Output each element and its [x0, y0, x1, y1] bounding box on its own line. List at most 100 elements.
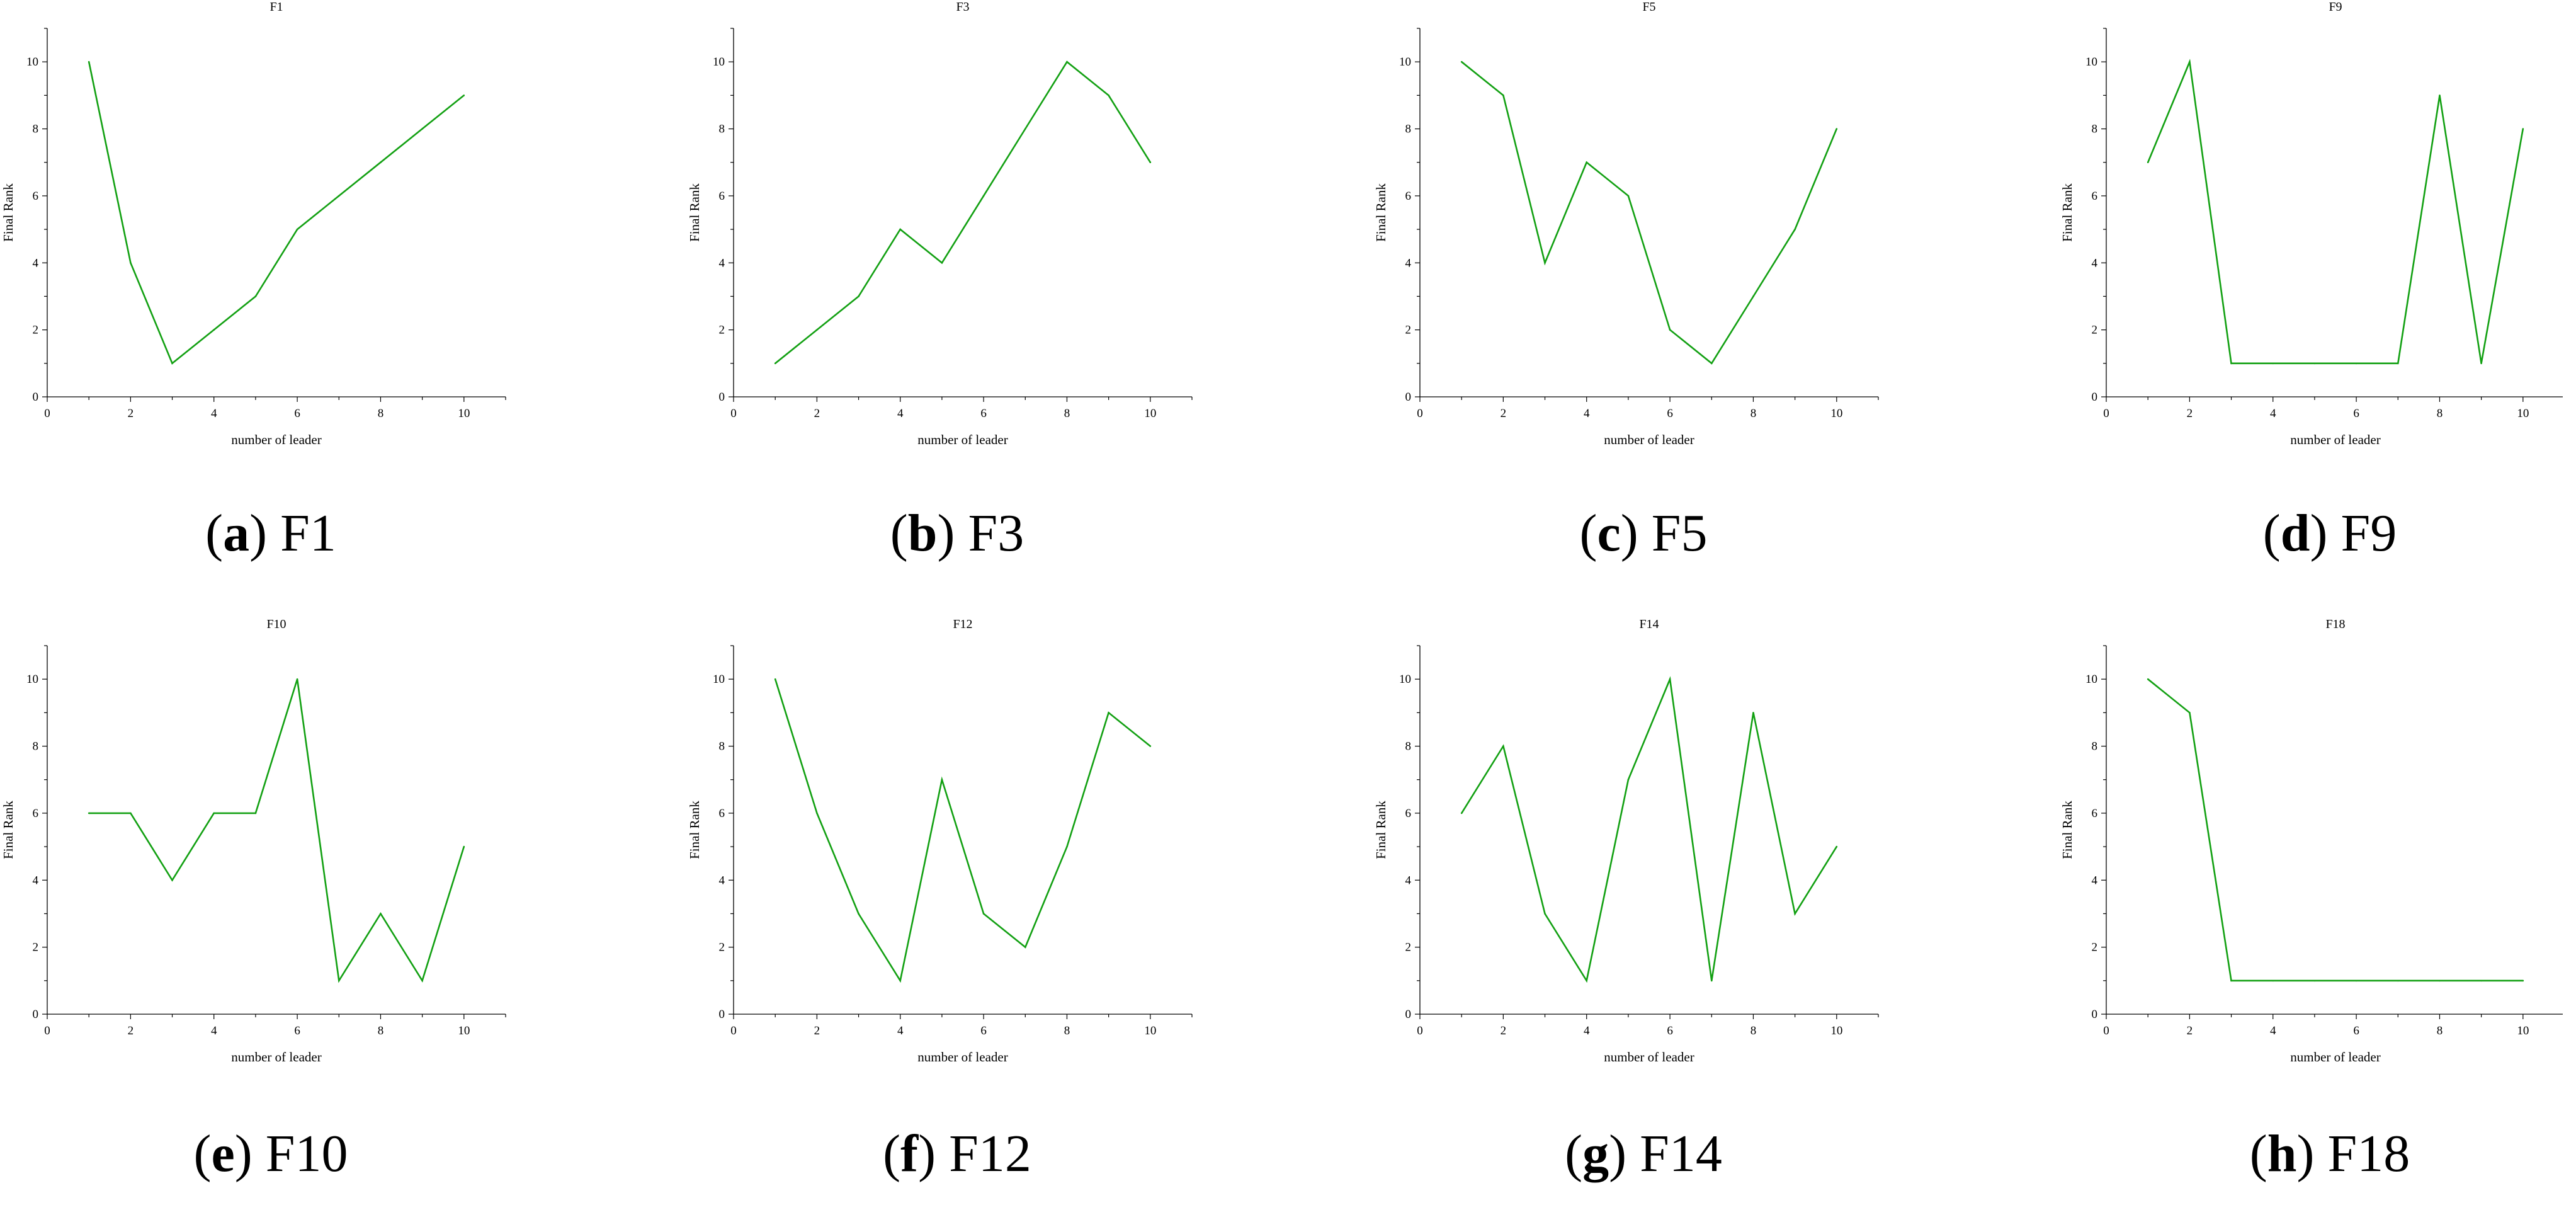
data-point [1586, 980, 1588, 982]
data-point [2189, 60, 2191, 63]
data-point [2439, 94, 2441, 96]
caption-title: F12 [949, 1124, 1031, 1183]
data-point [2272, 980, 2274, 982]
y-tick-label: 4 [33, 256, 39, 270]
data-point [1627, 779, 1630, 781]
y-axis-label: Final Rank [1, 183, 16, 242]
series-line [1461, 61, 1838, 365]
caption-letter: g [1582, 1124, 1609, 1183]
x-tick-label: 2 [1501, 1024, 1507, 1037]
x-tick-label: 4 [2270, 407, 2276, 420]
data-point [1544, 261, 1546, 264]
x-tick-label: 10 [458, 407, 470, 420]
data-point [1502, 745, 1504, 747]
y-tick-label: 2 [719, 324, 725, 337]
y-tick-label: 8 [719, 123, 725, 136]
chart-title: F18 [2325, 617, 2345, 631]
x-axis-label: number of leader [1604, 1049, 1694, 1065]
x-tick-label: 10 [1144, 407, 1156, 420]
data-point [774, 678, 776, 680]
chart-f9: F9 0 2 4 6 8 10 0 2 4 6 8 10 number of leader Final Ra… [2060, 0, 2563, 447]
data-point [982, 913, 985, 915]
x-tick-label: 4 [1584, 1024, 1590, 1037]
x-axis-label: number of leader [2290, 432, 2380, 447]
y-axis-label: Final Rank [687, 801, 702, 859]
data-point [858, 913, 860, 915]
chart-panel-f12: F12 0 2 4 6 8 10 0 2 4 6 8 10 number of leader Final R… [686, 617, 1330, 1217]
y-tick-label: 8 [33, 740, 39, 753]
data-point [1108, 94, 1109, 96]
data-point [1149, 161, 1152, 164]
x-tick-label: 2 [1501, 407, 1507, 420]
x-tick-label: 0 [730, 407, 737, 420]
x-tick-label: 0 [44, 407, 50, 420]
caption-letter: a [223, 504, 250, 563]
y-axis-label: Final Rank [1373, 801, 1388, 859]
y-tick-label: 8 [2092, 123, 2098, 136]
data-point [2272, 362, 2274, 365]
x-axis-label: number of leader [1604, 432, 1694, 447]
data-point [463, 94, 465, 96]
x-tick-label: 8 [1750, 1024, 1757, 1037]
chart-f5: F5 0 2 4 6 8 10 0 2 4 6 8 10 number of leader Final Ra… [1373, 0, 1879, 447]
panel-caption: (g) F14 [1565, 1124, 1722, 1183]
x-axis-label: number of leader [2290, 1049, 2380, 1065]
y-tick-label: 2 [33, 941, 39, 954]
panel-caption: (d) F9 [2262, 504, 2397, 563]
caption-title: F14 [1640, 1124, 1722, 1183]
data-point [421, 128, 423, 130]
x-tick-label: 4 [2270, 1024, 2276, 1037]
chart-panel-f3: F3 0 2 4 6 8 10 0 2 4 6 8 10 number of leader Final Ra… [686, 0, 1330, 600]
data-point [254, 812, 257, 814]
data-point [2230, 980, 2232, 982]
data-point [1024, 128, 1026, 130]
data-point [421, 980, 423, 982]
y-tick-label: 2 [1405, 324, 1412, 337]
y-tick-label: 10 [2085, 673, 2097, 686]
data-point [88, 812, 90, 814]
y-tick-label: 0 [33, 1008, 39, 1021]
x-tick-label: 6 [980, 407, 987, 420]
chart-f3: F3 0 2 4 6 8 10 0 2 4 6 8 10 number of leader Final Ra… [687, 0, 1193, 447]
chart-title: F9 [2329, 0, 2342, 14]
data-point [816, 812, 818, 814]
data-point [213, 812, 215, 814]
y-tick-label: 4 [1405, 874, 1412, 887]
x-tick-label: 0 [44, 1024, 50, 1037]
data-point [2230, 362, 2232, 365]
x-tick-label: 2 [128, 407, 134, 420]
x-tick-label: 4 [1584, 407, 1590, 420]
series-line [2147, 59, 2524, 365]
chart-title: F3 [956, 0, 969, 14]
x-tick-label: 0 [1417, 1024, 1423, 1037]
chart-title: F5 [1642, 0, 1655, 14]
x-tick-label: 0 [730, 1024, 737, 1037]
panel-caption: (h) F18 [2249, 1124, 2410, 1183]
x-tick-label: 10 [1144, 1024, 1156, 1037]
series-line [2147, 678, 2523, 982]
chart-title: F10 [266, 617, 286, 631]
panel-caption: (a) F1 [205, 504, 336, 563]
y-axis-label: Final Rank [1, 801, 16, 859]
panel-caption: (f) F12 [883, 1124, 1031, 1183]
y-tick-label: 10 [713, 55, 725, 69]
data-point [2522, 980, 2524, 982]
data-point [1836, 128, 1838, 130]
y-tick-label: 4 [719, 256, 725, 270]
data-point [1544, 913, 1546, 915]
y-axis-label: Final Rank [1373, 183, 1388, 242]
caption-title: F9 [2341, 504, 2397, 563]
y-tick-label: 4 [33, 874, 39, 887]
x-axis-label: number of leader [917, 1049, 1007, 1065]
data-point [1108, 712, 1109, 714]
y-tick-label: 10 [713, 673, 725, 686]
data-point [1794, 228, 1796, 231]
y-tick-label: 10 [1399, 673, 1411, 686]
y-tick-label: 8 [2092, 740, 2098, 753]
data-point [2313, 362, 2316, 365]
data-point [1149, 745, 1152, 747]
y-tick-label: 0 [2092, 391, 2098, 404]
x-tick-label: 10 [2517, 1024, 2529, 1037]
data-point [130, 812, 132, 814]
x-axis-label: number of leader [231, 432, 321, 447]
